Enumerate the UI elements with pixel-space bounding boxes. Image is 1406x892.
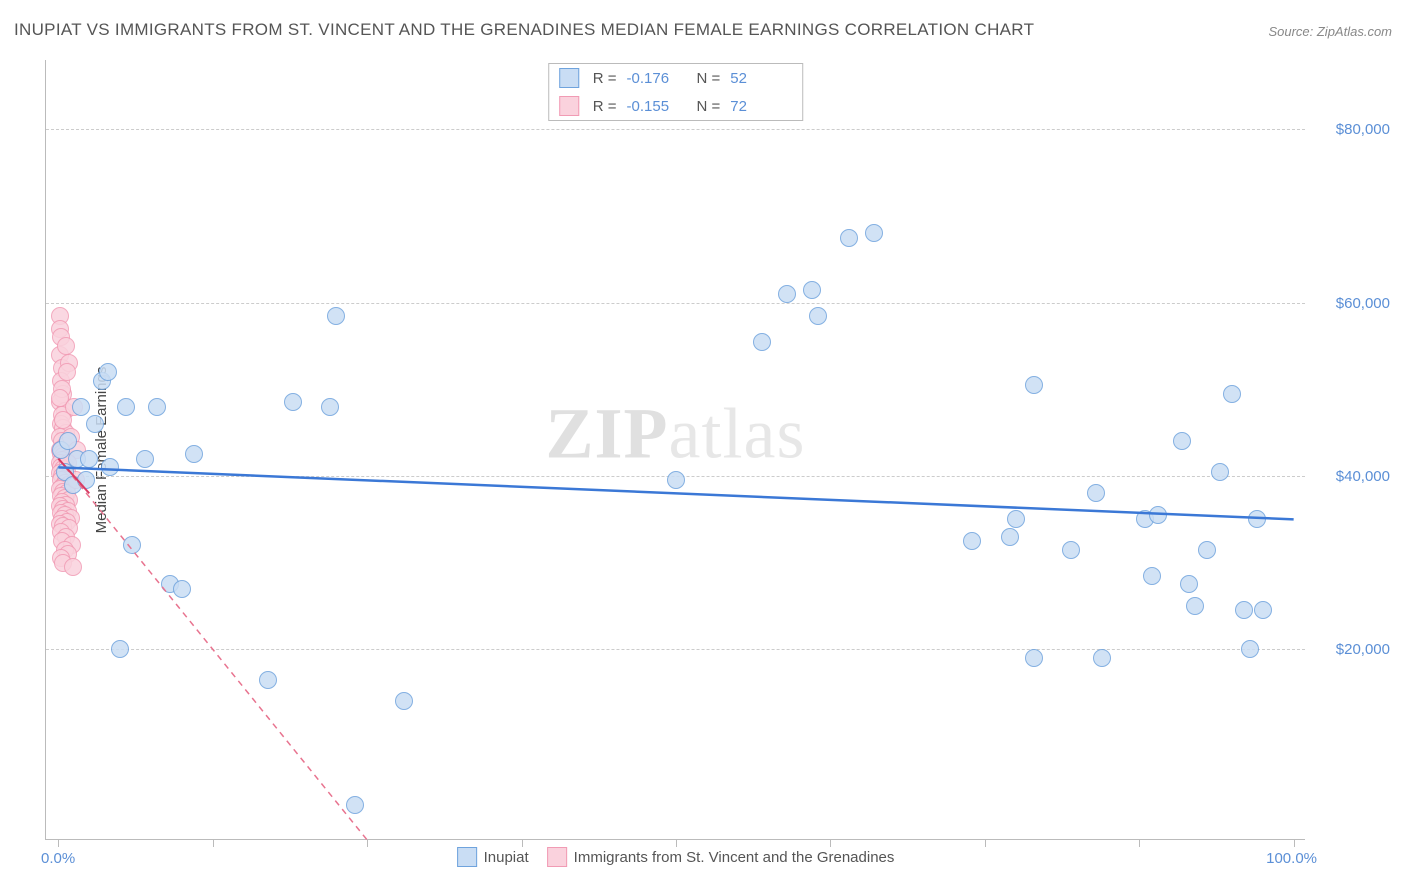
- x-tick: [522, 839, 523, 847]
- series-legend: Inupiat Immigrants from St. Vincent and t…: [457, 847, 895, 867]
- x-axis-min-label: 0.0%: [41, 850, 75, 867]
- data-point: [963, 532, 981, 550]
- data-point: [1241, 640, 1259, 658]
- stat-n-value: 52: [730, 70, 786, 87]
- stat-n-label: N =: [697, 70, 721, 87]
- legend-item: Immigrants from St. Vincent and the Gren…: [547, 847, 895, 867]
- data-point: [1087, 484, 1105, 502]
- data-point: [259, 671, 277, 689]
- data-point: [1093, 649, 1111, 667]
- data-point: [1235, 601, 1253, 619]
- legend-row: R = -0.155 N = 72: [549, 92, 803, 120]
- data-point: [1186, 597, 1204, 615]
- x-tick: [213, 839, 214, 847]
- data-point: [346, 796, 364, 814]
- data-point: [117, 398, 135, 416]
- data-point: [72, 398, 90, 416]
- data-point: [803, 281, 821, 299]
- data-point: [173, 580, 191, 598]
- data-point: [148, 398, 166, 416]
- data-point: [1062, 541, 1080, 559]
- data-point: [111, 640, 129, 658]
- data-point: [865, 224, 883, 242]
- x-tick: [1294, 839, 1295, 847]
- plot-area: ZIPatlas Median Female Earnings 0.0% 100…: [45, 60, 1305, 840]
- data-point: [809, 307, 827, 325]
- legend-item: Inupiat: [457, 847, 529, 867]
- data-point: [1173, 432, 1191, 450]
- y-tick-label: $60,000: [1336, 295, 1390, 312]
- chart-title: INUPIAT VS IMMIGRANTS FROM ST. VINCENT A…: [14, 20, 1034, 40]
- data-point: [1223, 385, 1241, 403]
- x-axis-max-label: 100.0%: [1266, 850, 1317, 867]
- legend-label: Immigrants from St. Vincent and the Gren…: [574, 849, 895, 866]
- data-point: [80, 450, 98, 468]
- legend-swatch: [547, 847, 567, 867]
- data-point: [1211, 463, 1229, 481]
- stat-r-label: R =: [593, 98, 617, 115]
- data-point: [101, 458, 119, 476]
- data-point: [667, 471, 685, 489]
- legend-swatch: [559, 96, 579, 116]
- data-point: [321, 398, 339, 416]
- stat-r-label: R =: [593, 70, 617, 87]
- data-point: [1149, 506, 1167, 524]
- x-tick: [1139, 839, 1140, 847]
- gridline: [46, 303, 1305, 304]
- data-point: [57, 337, 75, 355]
- data-point: [1001, 528, 1019, 546]
- stat-r-value: -0.155: [627, 98, 683, 115]
- gridline: [46, 649, 1305, 650]
- stat-n-label: N =: [697, 98, 721, 115]
- legend-swatch: [457, 847, 477, 867]
- data-point: [1143, 567, 1161, 585]
- data-point: [64, 558, 82, 576]
- data-point: [840, 229, 858, 247]
- legend-label: Inupiat: [484, 849, 529, 866]
- x-tick: [367, 839, 368, 847]
- gridline: [46, 129, 1305, 130]
- data-point: [1254, 601, 1272, 619]
- trend-lines: [46, 60, 1306, 840]
- source-attribution: Source: ZipAtlas.com: [1268, 24, 1392, 39]
- data-point: [59, 432, 77, 450]
- x-tick: [830, 839, 831, 847]
- data-point: [77, 471, 95, 489]
- x-tick: [985, 839, 986, 847]
- data-point: [284, 393, 302, 411]
- data-point: [395, 692, 413, 710]
- data-point: [1198, 541, 1216, 559]
- watermark: ZIPatlas: [546, 392, 806, 475]
- legend-row: R = -0.176 N = 52: [549, 64, 803, 92]
- data-point: [1025, 376, 1043, 394]
- data-point: [123, 536, 141, 554]
- y-tick-label: $40,000: [1336, 468, 1390, 485]
- data-point: [1025, 649, 1043, 667]
- data-point: [1248, 510, 1266, 528]
- data-point: [86, 415, 104, 433]
- correlation-legend: R = -0.176 N = 52 R = -0.155 N = 72: [548, 63, 804, 121]
- x-tick: [58, 839, 59, 847]
- data-point: [54, 411, 72, 429]
- data-point: [1007, 510, 1025, 528]
- data-point: [99, 363, 117, 381]
- data-point: [753, 333, 771, 351]
- x-tick: [676, 839, 677, 847]
- stat-n-value: 72: [730, 98, 786, 115]
- data-point: [58, 363, 76, 381]
- y-tick-label: $20,000: [1336, 641, 1390, 658]
- stat-r-value: -0.176: [627, 70, 683, 87]
- y-axis-title: Median Female Earnings: [93, 366, 110, 533]
- data-point: [185, 445, 203, 463]
- legend-swatch: [559, 68, 579, 88]
- data-point: [1180, 575, 1198, 593]
- data-point: [327, 307, 345, 325]
- data-point: [778, 285, 796, 303]
- y-tick-label: $80,000: [1336, 121, 1390, 138]
- data-point: [136, 450, 154, 468]
